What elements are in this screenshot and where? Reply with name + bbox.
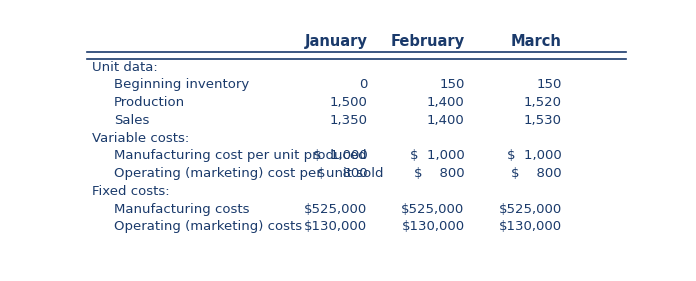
Text: 1,500: 1,500 [330, 96, 367, 109]
Text: 1,400: 1,400 [427, 114, 465, 127]
Text: $525,000: $525,000 [498, 203, 562, 216]
Text: Manufacturing cost per unit produced: Manufacturing cost per unit produced [114, 149, 367, 162]
Text: $525,000: $525,000 [304, 203, 367, 216]
Text: Fixed costs:: Fixed costs: [93, 185, 170, 198]
Text: $  1,000: $ 1,000 [313, 149, 367, 162]
Text: $    800: $ 800 [511, 167, 562, 180]
Text: Production: Production [114, 96, 185, 109]
Text: 1,350: 1,350 [329, 114, 367, 127]
Text: Sales: Sales [114, 114, 150, 127]
Text: $    800: $ 800 [317, 167, 367, 180]
Text: $  1,000: $ 1,000 [410, 149, 465, 162]
Text: Unit data:: Unit data: [93, 61, 158, 74]
Text: Manufacturing costs: Manufacturing costs [114, 203, 249, 216]
Text: Beginning inventory: Beginning inventory [114, 78, 249, 92]
Text: 150: 150 [439, 78, 465, 92]
Text: $130,000: $130,000 [402, 220, 465, 234]
Text: 150: 150 [537, 78, 562, 92]
Text: 1,520: 1,520 [523, 96, 562, 109]
Text: $525,000: $525,000 [402, 203, 465, 216]
Text: 0: 0 [359, 78, 367, 92]
Text: February: February [390, 34, 465, 49]
Text: $  1,000: $ 1,000 [507, 149, 562, 162]
Text: $130,000: $130,000 [304, 220, 367, 234]
Text: Variable costs:: Variable costs: [93, 132, 189, 145]
Text: 1,400: 1,400 [427, 96, 465, 109]
Text: Operating (marketing) cost per unit sold: Operating (marketing) cost per unit sold [114, 167, 383, 180]
Text: March: March [511, 34, 562, 49]
Text: January: January [305, 34, 367, 49]
Text: 1,530: 1,530 [523, 114, 562, 127]
Text: $130,000: $130,000 [498, 220, 562, 234]
Text: Operating (marketing) costs: Operating (marketing) costs [114, 220, 302, 234]
Text: $    800: $ 800 [414, 167, 465, 180]
